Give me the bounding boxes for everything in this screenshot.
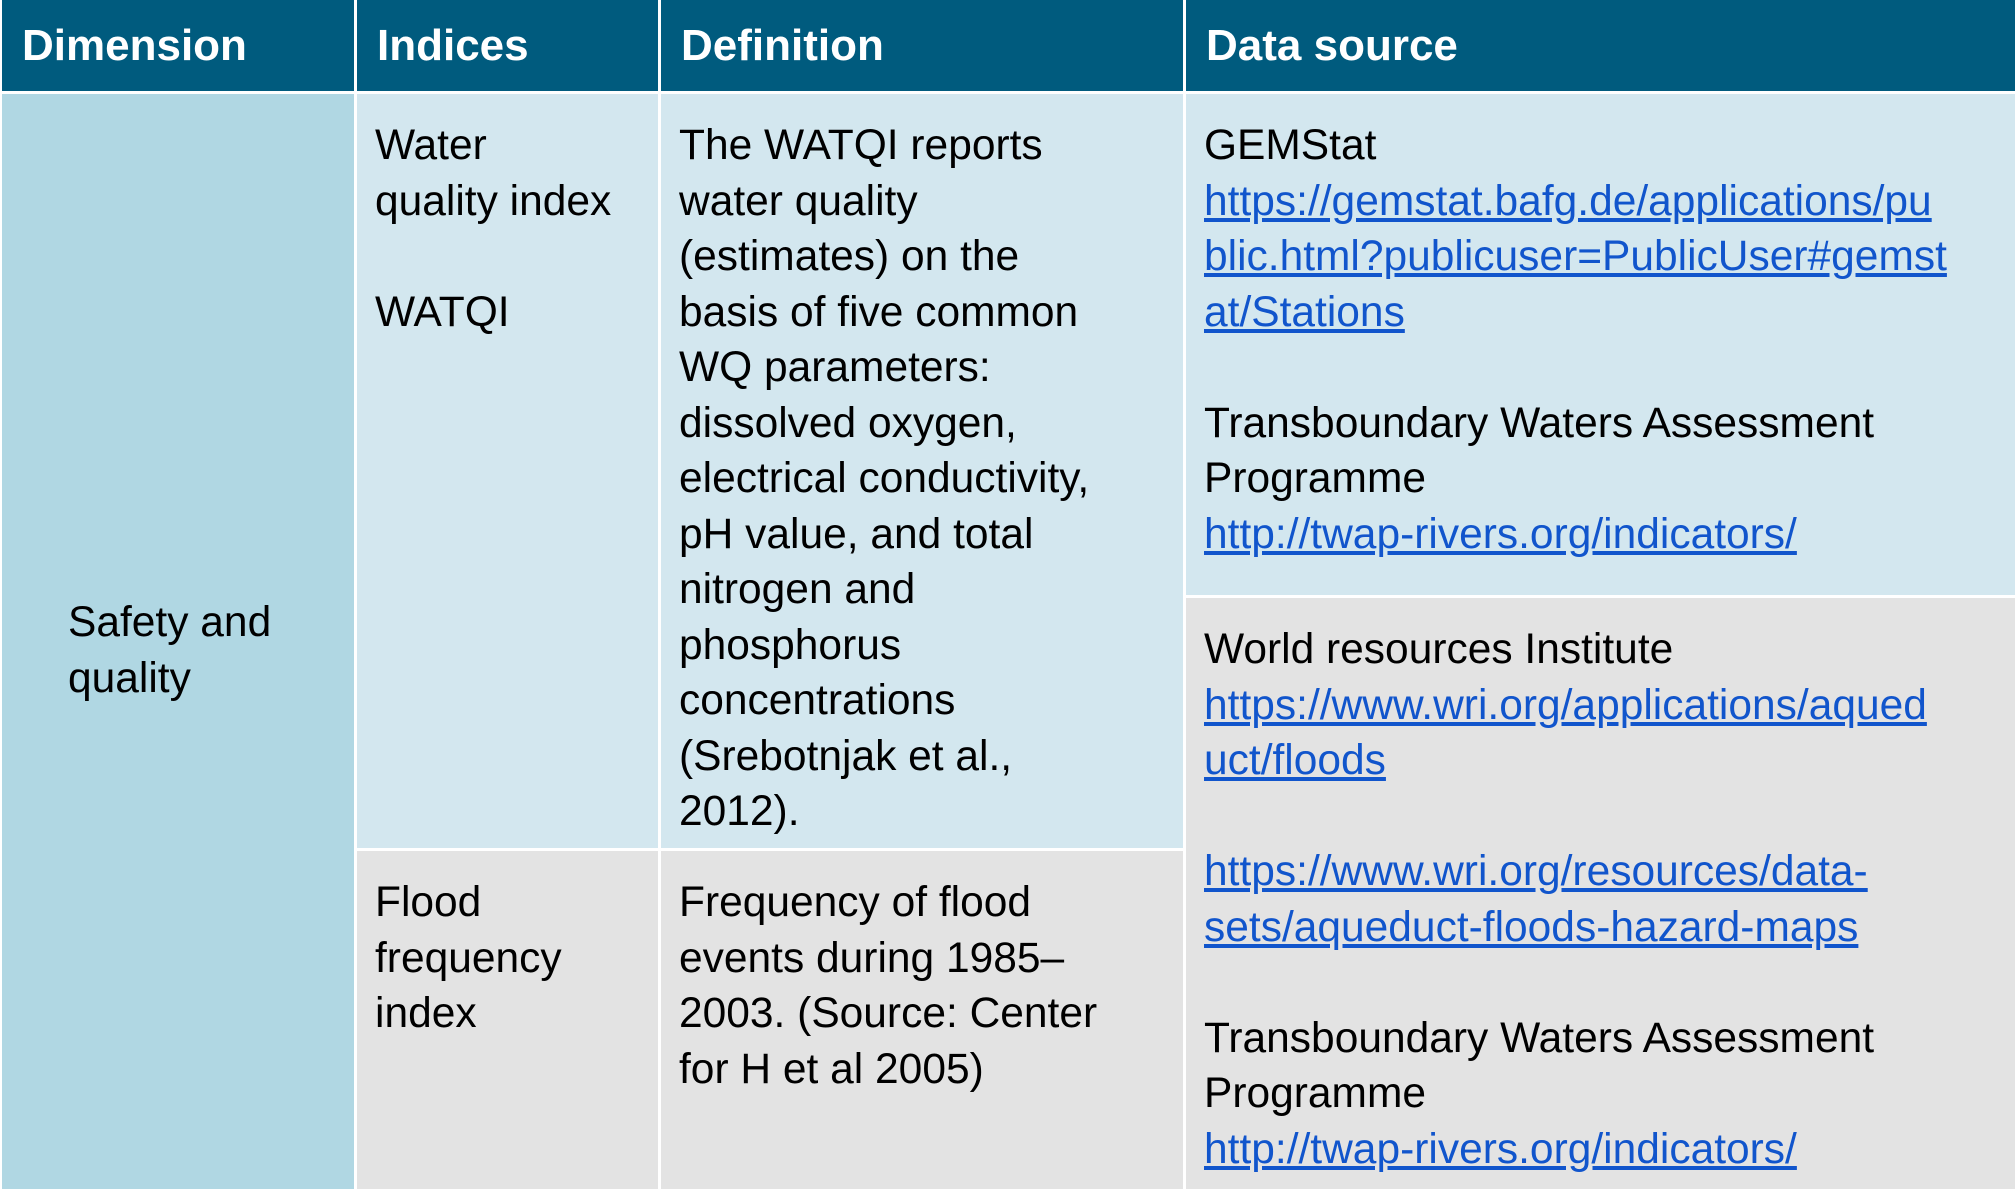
source-name: Programme [1204,1070,1427,1117]
index-line: frequency [375,934,562,982]
source-link[interactable]: https://www.wri.org/resources/data- [1204,848,1868,895]
index-line: index [375,990,477,1037]
source-link[interactable]: https://gemstat.bafg.de/applications/pu [1204,177,1932,225]
header-data-source: Data source [1186,0,2015,91]
index-cell-watqi: Water quality index WATQI [357,94,658,848]
header-definition: Definition [661,0,1183,91]
definition-line: pH value, and total [679,510,1034,558]
source-spacer [1204,340,2014,396]
definition-line: (estimates) on the [679,233,1020,280]
source-name: World resources Institute [1204,626,1674,673]
index-line: WATQI [375,288,510,336]
source-link[interactable]: http://twap-rivers.org/indicators/ [1204,510,1797,558]
header-indices: Indices [357,0,658,91]
index-line: Flood [375,879,482,926]
definition-line: phosphorus [679,621,902,669]
definition-line: Frequency of flood [679,879,1032,926]
definition-line: events during 1985– [679,934,1065,982]
source-link[interactable]: at/Stations [1204,288,1405,336]
source-spacer [1204,955,2014,1011]
definition-line: The WATQI reports [679,122,1043,169]
definition-line: basis of five common [679,288,1079,336]
header-dimension: Dimension [2,0,354,91]
definition-line: 2003. (Source: Center [679,990,1098,1037]
definition-line: water quality [679,177,918,225]
data-source-column: GEMStat https://gemstat.bafg.de/applicat… [1186,94,2015,1189]
dimension-label: Safety and quality [68,595,271,706]
source-name: Transboundary Waters Assessment [1204,1014,1875,1062]
source-name: GEMStat [1204,122,1377,169]
definition-line: electrical conductivity, [679,455,1090,502]
index-spacer [375,229,638,285]
source-spacer [1204,789,2014,845]
definition-line: concentrations [679,677,956,724]
data-source-cell-flood: World resources Institute https://www.wr… [1186,598,2015,1189]
source-link[interactable]: https://www.wri.org/applications/aqued [1204,681,1927,729]
definition-cell-watqi: The WATQI reports water quality (estimat… [661,94,1183,848]
definition-line: nitrogen and [679,566,916,613]
source-link[interactable]: sets/aqueduct-floods-hazard-maps [1204,903,1859,951]
dimension-line: Safety and [68,599,272,646]
source-name: Programme [1204,455,1427,502]
dimension-cell: Safety and quality [2,94,354,1189]
source-link[interactable]: blic.html?publicuser=PublicUser#gemst [1204,233,1947,280]
data-source-cell-watqi: GEMStat https://gemstat.bafg.de/applicat… [1186,94,2015,595]
dimension-line: quality [68,654,191,702]
index-line: quality index [375,177,612,225]
definition-line: 2012). [679,788,800,835]
definition-line: for H et al 2005) [679,1045,984,1093]
definition-line: (Srebotnjak et al., [679,732,1013,780]
source-link[interactable]: uct/floods [1204,737,1386,784]
definition-cell-flood: Frequency of flood events during 1985– 2… [661,851,1183,1189]
index-cell-flood: Flood frequency index [357,851,658,1189]
index-line: Water [375,122,487,169]
definition-line: WQ parameters: [679,344,991,391]
source-name: Transboundary Waters Assessment [1204,399,1875,447]
definition-line: dissolved oxygen, [679,399,1017,447]
source-link[interactable]: http://twap-rivers.org/indicators/ [1204,1125,1797,1173]
